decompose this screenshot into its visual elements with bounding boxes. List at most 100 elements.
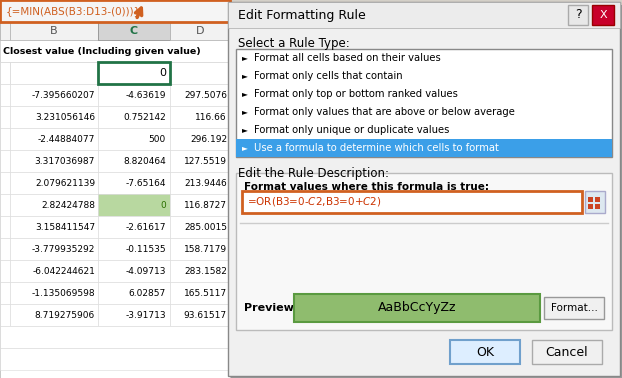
- Bar: [10, 172, 98, 194]
- Text: 158.7179: 158.7179: [184, 245, 227, 254]
- Text: ►: ►: [242, 125, 248, 135]
- Bar: [228, 2, 620, 376]
- Text: B: B: [50, 26, 58, 36]
- Text: -3.91713: -3.91713: [126, 310, 166, 319]
- Bar: [0, 194, 10, 216]
- Bar: [10, 22, 98, 40]
- Bar: [10, 150, 98, 172]
- Bar: [10, 304, 98, 326]
- Text: 0: 0: [159, 68, 166, 78]
- Text: X: X: [599, 10, 607, 20]
- Text: Format...: Format...: [550, 303, 598, 313]
- Text: 116.66: 116.66: [195, 113, 227, 121]
- Bar: [10, 282, 98, 304]
- Text: -4.09713: -4.09713: [126, 266, 166, 276]
- Bar: [450, 340, 520, 364]
- Text: =OR(B3=0-$C$2,B3=0+$C$2): =OR(B3=0-$C$2,B3=0+$C$2): [247, 195, 382, 209]
- Bar: [10, 260, 98, 282]
- Text: 8.820464: 8.820464: [123, 156, 166, 166]
- Text: 93.61517: 93.61517: [184, 310, 227, 319]
- Text: 3.317036987: 3.317036987: [35, 156, 95, 166]
- Text: -3.779935292: -3.779935292: [32, 245, 95, 254]
- Text: 500: 500: [149, 135, 166, 144]
- Bar: [98, 106, 170, 128]
- Bar: [0, 84, 10, 106]
- Text: 165.5117: 165.5117: [184, 288, 227, 297]
- Text: 0: 0: [160, 200, 166, 209]
- Bar: [10, 84, 98, 106]
- Text: 213.9446: 213.9446: [184, 178, 227, 187]
- Text: C: C: [130, 26, 138, 36]
- Bar: [170, 238, 230, 260]
- Text: Cancel: Cancel: [545, 345, 588, 358]
- Bar: [0, 326, 230, 348]
- Text: Preview:: Preview:: [244, 303, 299, 313]
- Text: Format all cells based on their values: Format all cells based on their values: [254, 53, 441, 63]
- Bar: [0, 304, 10, 326]
- Text: OK: OK: [476, 345, 494, 358]
- Text: 297.5076: 297.5076: [184, 90, 227, 99]
- Text: ►: ►: [242, 54, 248, 62]
- Bar: [10, 194, 98, 216]
- Text: 6.02857: 6.02857: [129, 288, 166, 297]
- Text: 296.192: 296.192: [190, 135, 227, 144]
- Bar: [170, 150, 230, 172]
- Text: 8.719275906: 8.719275906: [35, 310, 95, 319]
- Bar: [0, 40, 230, 62]
- Bar: [98, 282, 170, 304]
- Text: Edit Formatting Rule: Edit Formatting Rule: [238, 8, 366, 22]
- Text: ?: ?: [575, 8, 582, 22]
- Bar: [170, 62, 230, 84]
- Bar: [0, 260, 10, 282]
- Bar: [0, 216, 10, 238]
- Bar: [98, 84, 170, 106]
- Text: -4.63619: -4.63619: [126, 90, 166, 99]
- Bar: [98, 150, 170, 172]
- Bar: [98, 216, 170, 238]
- Text: ►: ►: [242, 71, 248, 81]
- Text: ►: ►: [242, 107, 248, 116]
- Bar: [0, 238, 10, 260]
- Text: ►: ►: [242, 144, 248, 152]
- Text: -0.11535: -0.11535: [126, 245, 166, 254]
- Bar: [98, 238, 170, 260]
- Bar: [0, 282, 10, 304]
- Bar: [10, 106, 98, 128]
- Text: Use a formula to determine which cells to format: Use a formula to determine which cells t…: [254, 143, 499, 153]
- Bar: [532, 340, 602, 364]
- Bar: [236, 49, 612, 157]
- Text: 283.1582: 283.1582: [184, 266, 227, 276]
- Text: 0.752142: 0.752142: [123, 113, 166, 121]
- Text: AaBbCcYyZz: AaBbCcYyZz: [378, 302, 457, 314]
- Bar: [585, 191, 605, 213]
- Text: Format only values that are above or below average: Format only values that are above or bel…: [254, 107, 515, 117]
- Bar: [170, 194, 230, 216]
- Bar: [236, 173, 612, 330]
- Bar: [0, 150, 10, 172]
- Bar: [98, 194, 170, 216]
- Bar: [0, 106, 10, 128]
- Text: -7.65164: -7.65164: [126, 178, 166, 187]
- Text: Format values where this formula is true:: Format values where this formula is true…: [244, 182, 489, 192]
- Text: 116.8727: 116.8727: [184, 200, 227, 209]
- Text: Format only cells that contain: Format only cells that contain: [254, 71, 402, 81]
- Bar: [170, 128, 230, 150]
- Text: -2.44884077: -2.44884077: [37, 135, 95, 144]
- Bar: [294, 294, 540, 322]
- Bar: [170, 84, 230, 106]
- Bar: [98, 62, 170, 84]
- Bar: [98, 260, 170, 282]
- Text: 3.231056146: 3.231056146: [35, 113, 95, 121]
- Bar: [228, 2, 620, 28]
- Bar: [0, 0, 230, 22]
- Bar: [0, 22, 10, 40]
- Text: ►: ►: [242, 90, 248, 99]
- Bar: [595, 197, 600, 202]
- Text: 2.079621139: 2.079621139: [35, 178, 95, 187]
- Text: Closest value (Including given value): Closest value (Including given value): [3, 46, 201, 56]
- Bar: [592, 5, 614, 25]
- Bar: [170, 106, 230, 128]
- Text: {=MIN(ABS(B3:D13-(0)))}: {=MIN(ABS(B3:D13-(0)))}: [6, 6, 141, 16]
- Bar: [236, 139, 612, 157]
- Bar: [588, 197, 593, 202]
